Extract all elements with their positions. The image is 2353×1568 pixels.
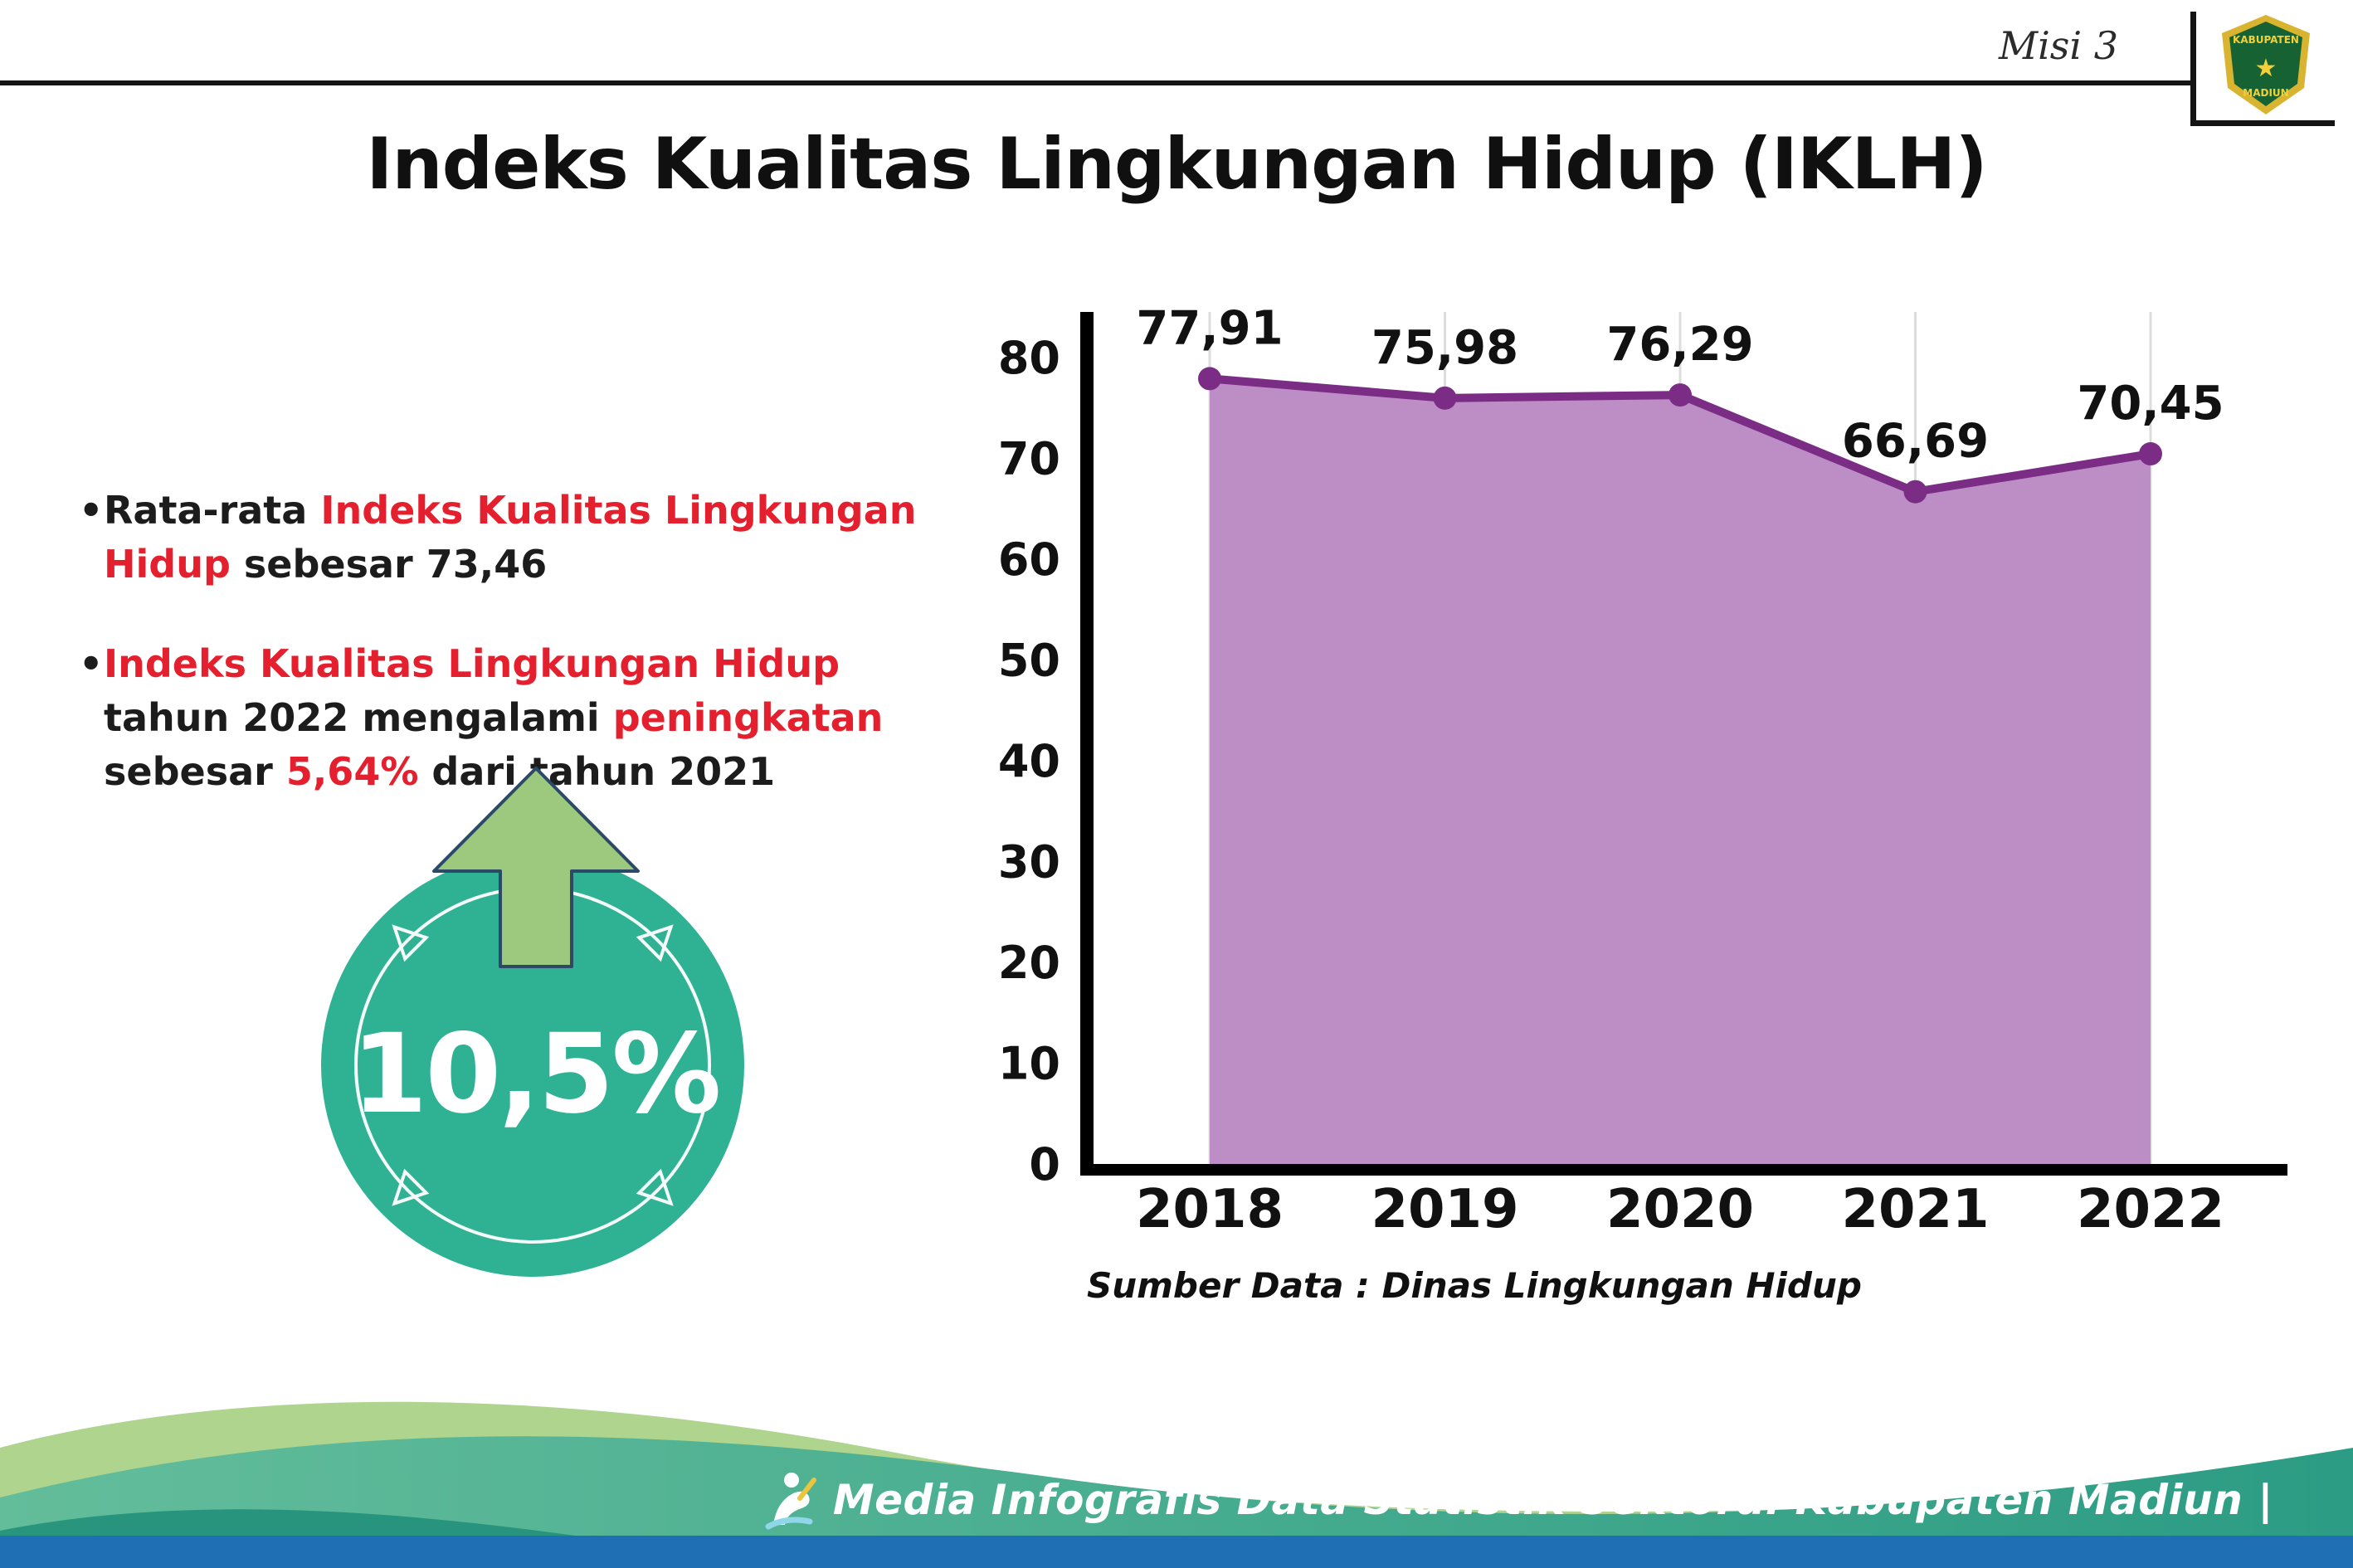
y-tick-label: 70 <box>998 433 1060 485</box>
data-point <box>1433 386 1457 410</box>
x-tick-label: 2019 <box>1371 1179 1518 1240</box>
iklh-area-chart: 0 10 20 30 40 50 60 70 80 77,91 75,98 76,29 66,69 70,… <box>998 301 2287 1240</box>
note-item: Rata-rata Indeks Kualitas Lingkungan Hid… <box>79 484 975 592</box>
y-tick-label: 60 <box>998 533 1060 586</box>
kabupaten-madiun-crest-icon: KABUPATEN ★ MADIUN <box>2221 15 2310 114</box>
y-axis <box>1080 312 1094 1176</box>
badge-value: 10,5% <box>351 1010 722 1138</box>
x-tick-label: 2018 <box>1136 1179 1284 1240</box>
arrow-up-icon <box>432 767 640 968</box>
data-point <box>2139 442 2162 466</box>
crest-star-icon: ★ <box>2254 54 2277 83</box>
y-tick-label: 30 <box>998 836 1060 889</box>
y-tick-label: 80 <box>998 332 1060 384</box>
x-tick-label: 2021 <box>1841 1179 1989 1240</box>
value-label: 66,69 <box>1842 415 1989 469</box>
area-fill <box>1210 378 2151 1164</box>
note-segment: dari tahun 2021 <box>418 749 776 795</box>
crest-field <box>2229 22 2302 106</box>
y-tick-label: 50 <box>998 635 1060 687</box>
y-tick-label: 10 <box>998 1038 1060 1090</box>
footer-wave-teal <box>0 1436 2353 1568</box>
note-segment: 5,64% <box>285 749 419 795</box>
note-segment: Indeks Kualitas Lingkungan Hidup <box>104 640 840 686</box>
badge-circle <box>321 854 744 1277</box>
increase-badge <box>321 767 744 1277</box>
footer-text: Media Infografis Data Statistik Sektoral… <box>832 1476 2273 1524</box>
footer-wave-banner <box>0 1401 2353 1568</box>
data-point <box>1903 480 1927 504</box>
x-tick-label: 2020 <box>1606 1179 1754 1240</box>
misi-label: Misi 3 <box>1998 23 2118 68</box>
header-rule <box>0 80 2190 85</box>
note-segment: sebesar 73,46 <box>230 542 548 587</box>
data-point <box>1198 367 1221 391</box>
writer-icon <box>765 1473 816 1530</box>
y-tick-label: 20 <box>998 937 1060 989</box>
crest-top-text: KABUPATEN <box>2233 34 2299 46</box>
note-segment: tahun 2022 mengalami <box>104 694 613 740</box>
note-segment: sebesar <box>104 749 286 795</box>
note-item: Indeks Kualitas Lingkungan Hidup tahun 2… <box>79 637 975 800</box>
x-tick-label: 2022 <box>2077 1179 2224 1240</box>
note-segment: Indeks Kualitas Lingkungan Hidup <box>104 488 917 587</box>
y-tick-label: 40 <box>998 735 1060 787</box>
value-label: 77,91 <box>1136 301 1283 355</box>
value-label: 70,45 <box>2077 377 2224 431</box>
data-point <box>1669 383 1692 407</box>
value-label: 75,98 <box>1371 321 1518 375</box>
footer-credit: Media Infografis Data Statistik Sektoral… <box>763 1470 2273 1530</box>
value-label: 76,29 <box>1606 318 1753 372</box>
crest-bottom-text: MADIUN <box>2243 87 2288 99</box>
chart-source: Sumber Data : Dinas Lingkungan Hidup <box>1087 1265 1862 1306</box>
page-title: Indeks Kualitas Lingkungan Hidup (IKLH) <box>366 123 1987 206</box>
note-segment: peningkatan <box>612 694 884 740</box>
logo-frame: KABUPATEN ★ MADIUN <box>2190 12 2335 126</box>
note-segment: Rata-rata <box>104 488 321 533</box>
footer-blue-strip <box>0 1536 2353 1568</box>
y-tick-label: 0 <box>1029 1138 1060 1191</box>
x-axis <box>1080 1164 2287 1176</box>
notes-list: Rata-rata Indeks Kualitas Lingkungan Hid… <box>79 484 975 845</box>
